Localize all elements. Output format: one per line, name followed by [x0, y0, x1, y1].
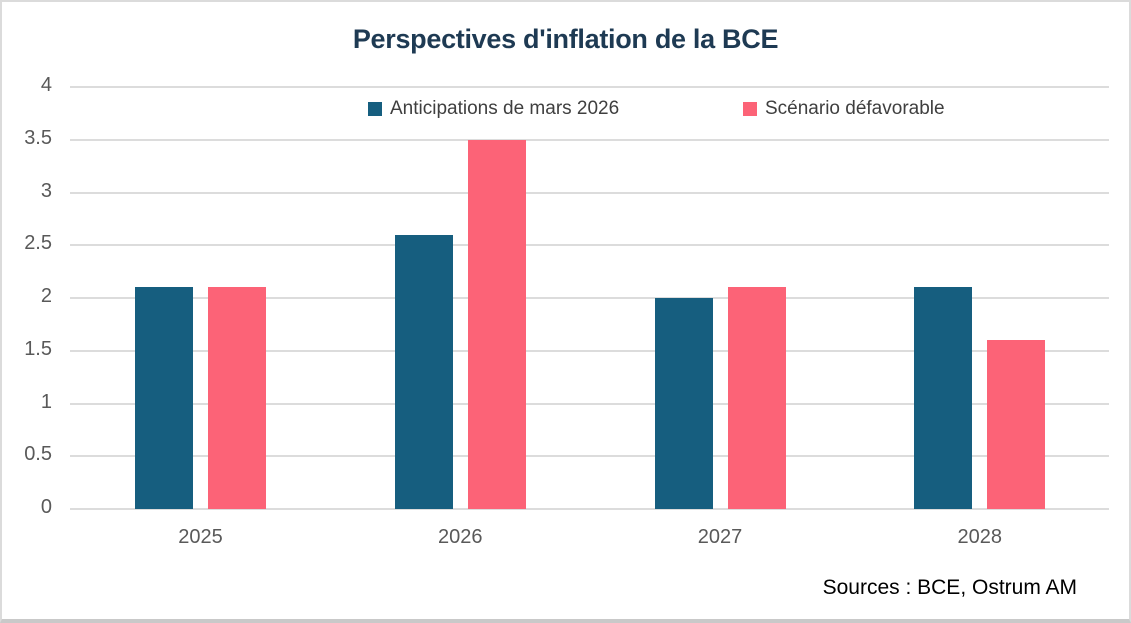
y-tick-label: 3.5 — [24, 126, 52, 149]
bar-series2-2025 — [208, 287, 266, 509]
y-tick-label: 0.5 — [24, 443, 52, 466]
gridline — [70, 86, 1109, 88]
x-category-label-2025: 2025 — [178, 526, 223, 548]
bar-series1-2025 — [135, 287, 193, 509]
legend-label-scenario: Scénario défavorable — [765, 98, 945, 119]
y-tick-label: 3 — [40, 179, 52, 202]
legend-item-scenario: Scénario défavorable — [743, 98, 945, 120]
legend-swatch-scenario-icon — [743, 102, 757, 116]
bar-series2-2027 — [727, 287, 786, 509]
gridline — [70, 191, 1109, 194]
gridline — [70, 349, 1109, 352]
bar-series2-2028 — [987, 340, 1046, 509]
gridline — [70, 138, 1109, 141]
gridline — [70, 455, 1109, 458]
bar-series2-2026 — [467, 139, 526, 509]
x-category-label-2026: 2026 — [438, 526, 483, 548]
chart-title: Perspectives d'inflation de la BCE — [352, 24, 779, 54]
bar-series1-2028 — [914, 287, 973, 509]
y-tick-label: 1 — [40, 390, 52, 413]
sources-note: Sources : BCE, Ostrum AM — [822, 576, 1077, 599]
bar-series1-2027 — [654, 298, 713, 509]
y-tick-label: 4 — [40, 74, 52, 96]
legend-label-anticipations: Anticipations de mars 2026 — [390, 98, 620, 119]
y-tick-label: 1.5 — [24, 337, 52, 360]
gridline — [70, 508, 1109, 510]
gridline — [70, 244, 1109, 247]
legend-item-anticipations: Anticipations de mars 2026 — [368, 98, 619, 120]
bar-series1-2026 — [394, 234, 453, 509]
y-tick-label: 2 — [40, 285, 52, 307]
x-category-label-2027: 2027 — [697, 526, 743, 548]
y-tick-label: 2.5 — [24, 232, 52, 255]
gridline — [70, 402, 1109, 405]
x-category-label-2028: 2028 — [957, 526, 1003, 548]
y-tick-label: 0 — [40, 496, 52, 518]
gridline — [70, 297, 1109, 299]
legend-swatch-anticipations-icon — [368, 102, 382, 116]
plot-area — [70, 86, 1109, 510]
